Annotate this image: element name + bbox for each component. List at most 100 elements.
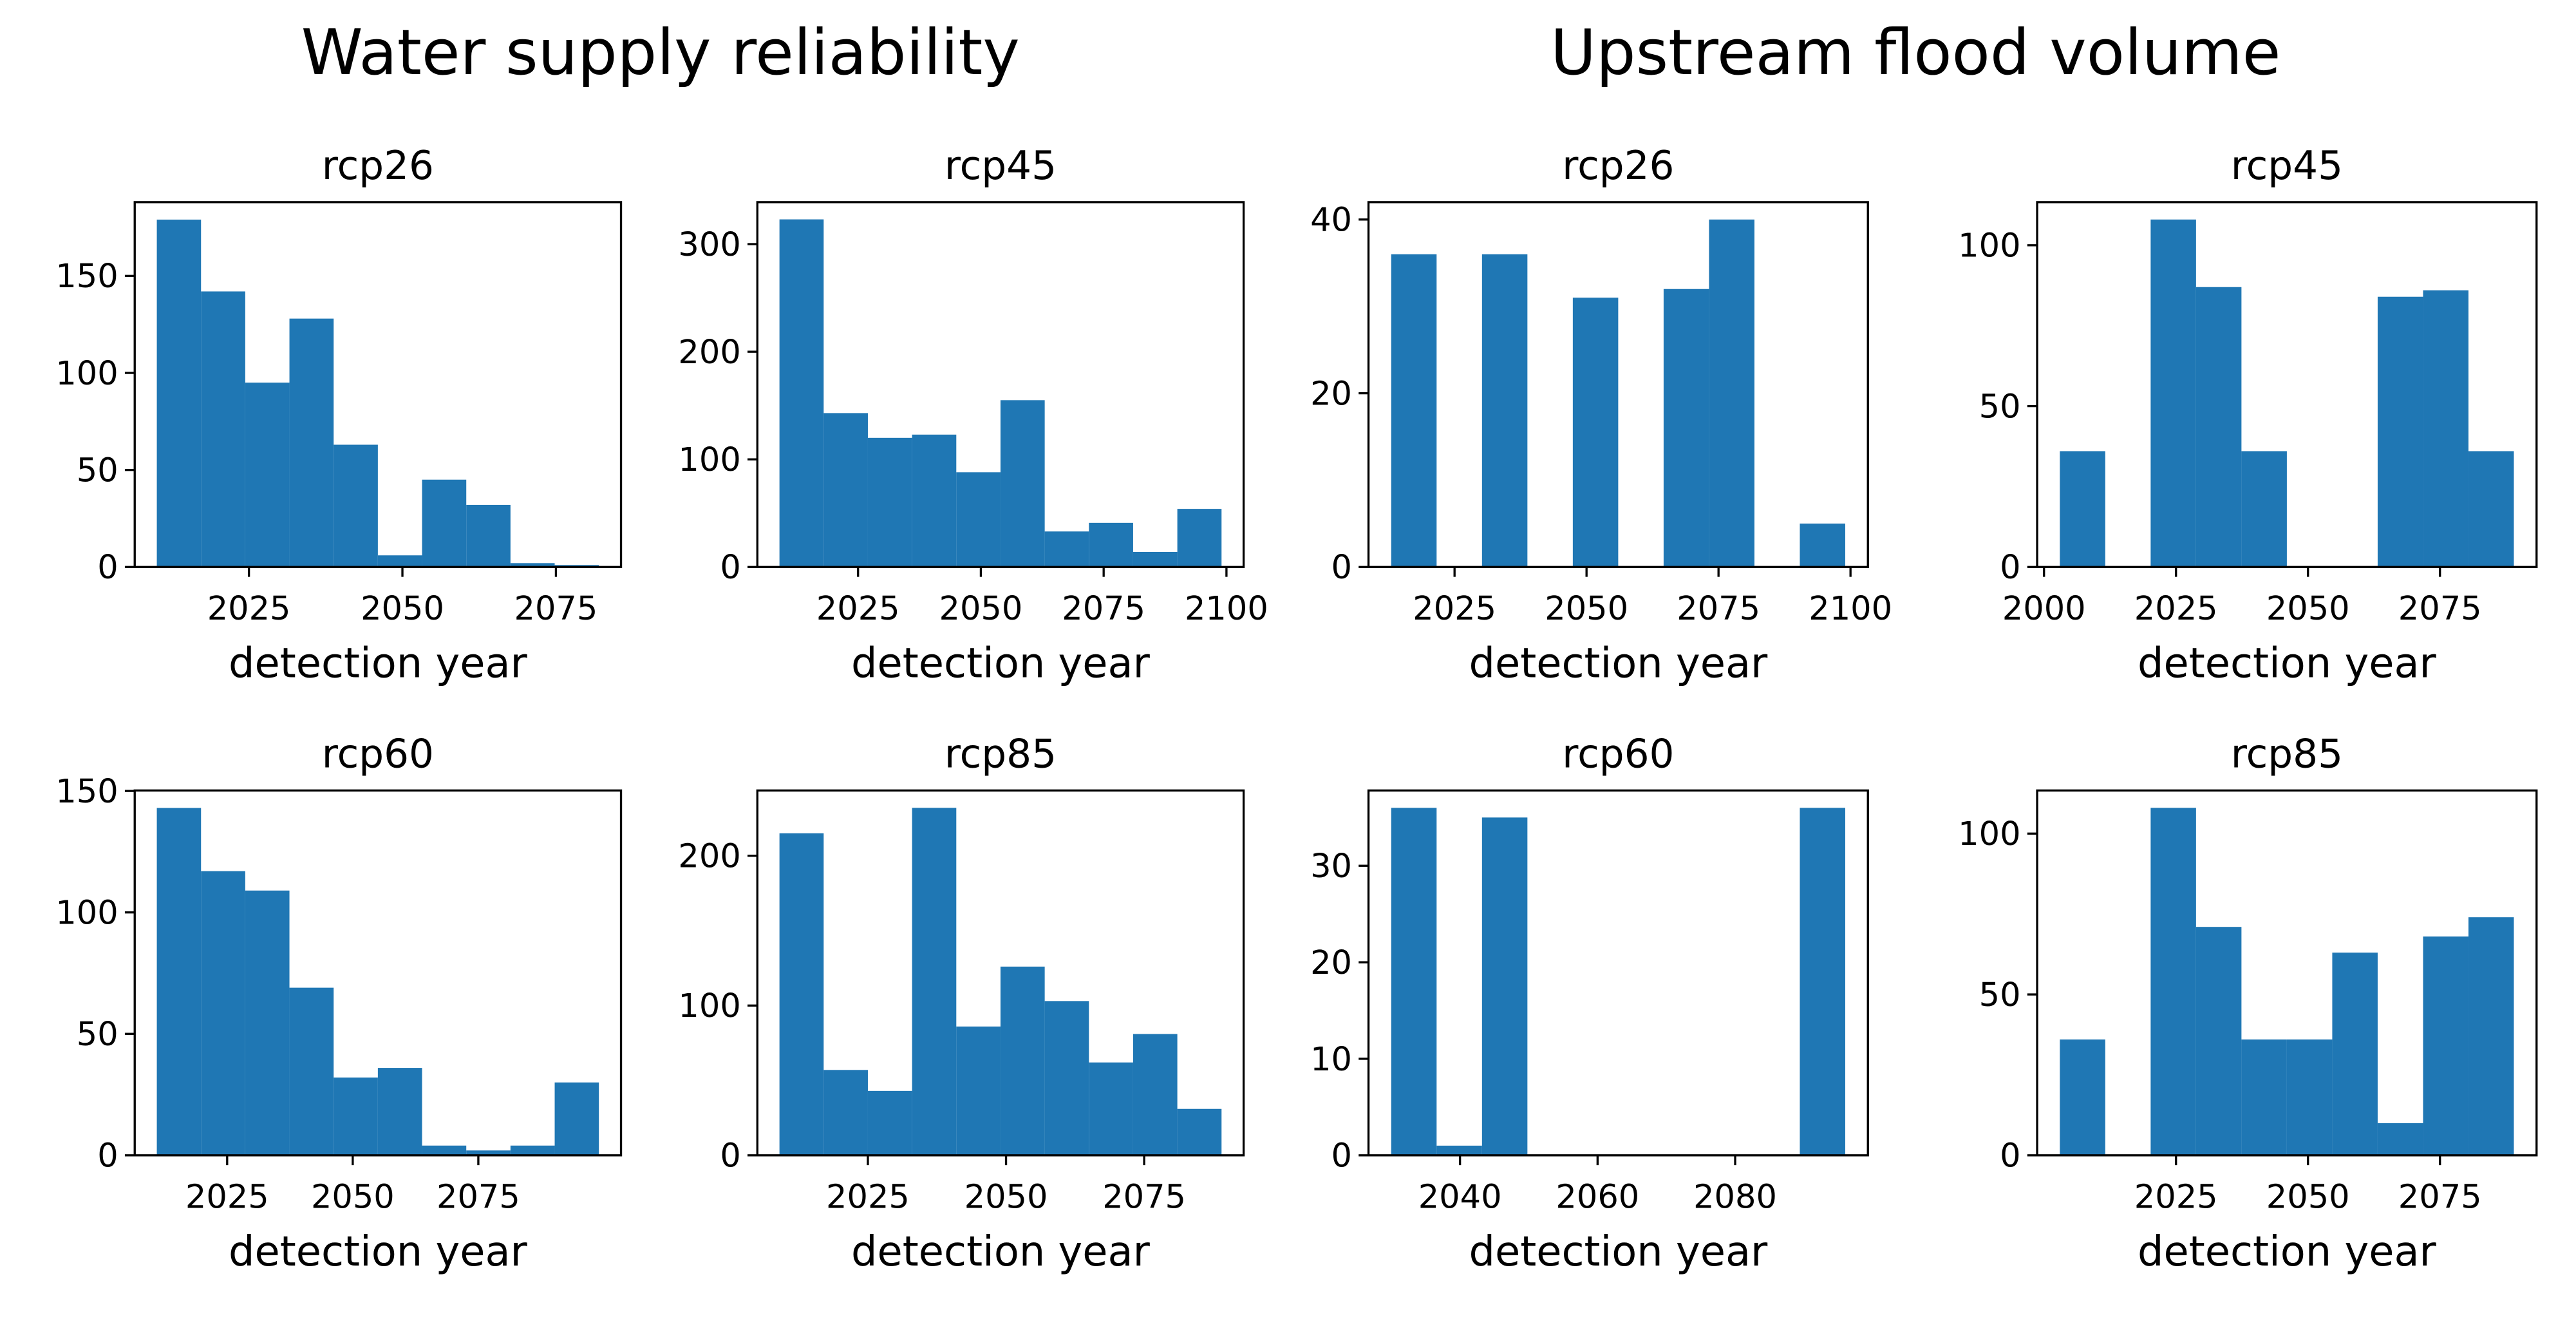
bar: [2241, 1039, 2287, 1155]
bar: [1177, 1108, 1222, 1155]
bar: [956, 1026, 1001, 1155]
bar: [1089, 1062, 1133, 1155]
axes-frame: [756, 201, 1245, 569]
axes-title: rcp60: [1562, 732, 1674, 777]
bar: [156, 808, 202, 1155]
bar: [1133, 551, 1178, 567]
bar: [2195, 927, 2242, 1155]
x-tick-label: 2040: [1418, 1178, 1502, 1216]
x-tick-label: 2025: [826, 1178, 910, 1216]
bar: [245, 383, 290, 567]
bar: [1177, 509, 1222, 567]
x-tick-label: 2050: [1545, 590, 1628, 628]
y-tick-label: 0: [720, 549, 740, 587]
axes-frame: [1367, 201, 1869, 569]
axes-frame: [2036, 789, 2538, 1157]
y-tick-label: 0: [1331, 549, 1352, 587]
bar: [201, 871, 245, 1155]
x-axis-label: detection year: [229, 1228, 528, 1276]
x-axis-label: detection year: [229, 640, 528, 687]
x-tick-label: 2100: [1185, 590, 1268, 628]
y-tick-label: 50: [1979, 976, 2021, 1014]
bar: [1044, 1001, 1089, 1155]
x-tick-label: 2025: [207, 590, 291, 628]
bar: [554, 1082, 599, 1155]
bar: [289, 318, 334, 567]
y-tick-label: 100: [678, 441, 740, 479]
y-tick-label: 40: [1310, 202, 1352, 240]
axes-title: rcp45: [2231, 143, 2343, 189]
x-tick-label: 2025: [2134, 590, 2218, 628]
bar: [1709, 219, 1754, 567]
bar: [912, 808, 957, 1155]
bar: [466, 1150, 511, 1155]
bar: [1800, 523, 1845, 567]
bar: [2332, 953, 2378, 1155]
bar: [1481, 254, 1528, 567]
y-tick-label: 100: [55, 895, 118, 933]
x-tick-label: 2075: [514, 590, 598, 628]
bar: [956, 472, 1001, 567]
x-tick-label: 2025: [816, 590, 900, 628]
y-tick-label: 20: [1310, 944, 1352, 982]
y-tick-label: 200: [678, 838, 740, 876]
bar: [2150, 219, 2196, 567]
x-tick-label: 2025: [185, 1178, 269, 1216]
bar: [377, 555, 422, 567]
axes-frame: [756, 789, 1245, 1157]
x-tick-label: 2050: [939, 590, 1023, 628]
x-tick-label: 2075: [1062, 590, 1145, 628]
bar: [912, 434, 957, 567]
bar: [334, 444, 378, 567]
bar: [466, 504, 511, 567]
bar: [2377, 296, 2423, 567]
bar: [779, 219, 824, 567]
y-tick-label: 300: [678, 226, 740, 264]
x-tick-label: 2025: [1413, 590, 1496, 628]
bar: [377, 1068, 422, 1155]
x-tick-label: 2025: [2134, 1178, 2218, 1216]
bar: [1391, 808, 1437, 1155]
bar: [422, 479, 467, 567]
bar: [2423, 290, 2468, 567]
y-tick-label: 150: [55, 258, 118, 296]
bar: [2468, 917, 2514, 1155]
bar: [1572, 298, 1619, 567]
bar: [1133, 1034, 1178, 1155]
y-tick-label: 150: [55, 773, 118, 811]
x-axis-label: detection year: [1469, 1228, 1768, 1276]
axes-frame: [133, 201, 623, 569]
y-tick-label: 0: [720, 1137, 740, 1175]
axes-frame: [2036, 201, 2538, 569]
x-tick-label: 2050: [964, 1178, 1048, 1216]
y-tick-label: 10: [1310, 1041, 1352, 1079]
bar: [2150, 808, 2196, 1155]
x-tick-label: 2050: [311, 1178, 395, 1216]
bar: [2060, 451, 2105, 567]
axes-title: rcp85: [2231, 732, 2343, 777]
bar: [2423, 936, 2468, 1155]
figure-title: Water supply reliability: [301, 16, 1020, 89]
x-tick-label: 2075: [1102, 1178, 1186, 1216]
bar: [1663, 289, 1709, 567]
y-tick-label: 0: [2000, 549, 2020, 587]
y-tick-label: 30: [1310, 848, 1352, 886]
y-tick-label: 20: [1310, 375, 1352, 413]
x-tick-label: 2075: [2398, 1178, 2482, 1216]
x-tick-label: 2080: [1693, 1178, 1777, 1216]
axes-frame: [133, 789, 623, 1157]
y-tick-label: 0: [1331, 1137, 1352, 1175]
x-tick-label: 2050: [2266, 1178, 2350, 1216]
axes-title: rcp26: [322, 143, 434, 189]
bar: [422, 1145, 467, 1155]
x-tick-label: 2075: [437, 1178, 520, 1216]
bar: [2286, 1039, 2333, 1155]
x-axis-label: detection year: [2138, 640, 2437, 687]
bar: [779, 833, 824, 1155]
bar: [1000, 400, 1045, 567]
y-tick-label: 50: [77, 452, 118, 490]
y-tick-label: 50: [77, 1016, 118, 1054]
bar: [2468, 451, 2514, 567]
bar: [156, 219, 202, 567]
